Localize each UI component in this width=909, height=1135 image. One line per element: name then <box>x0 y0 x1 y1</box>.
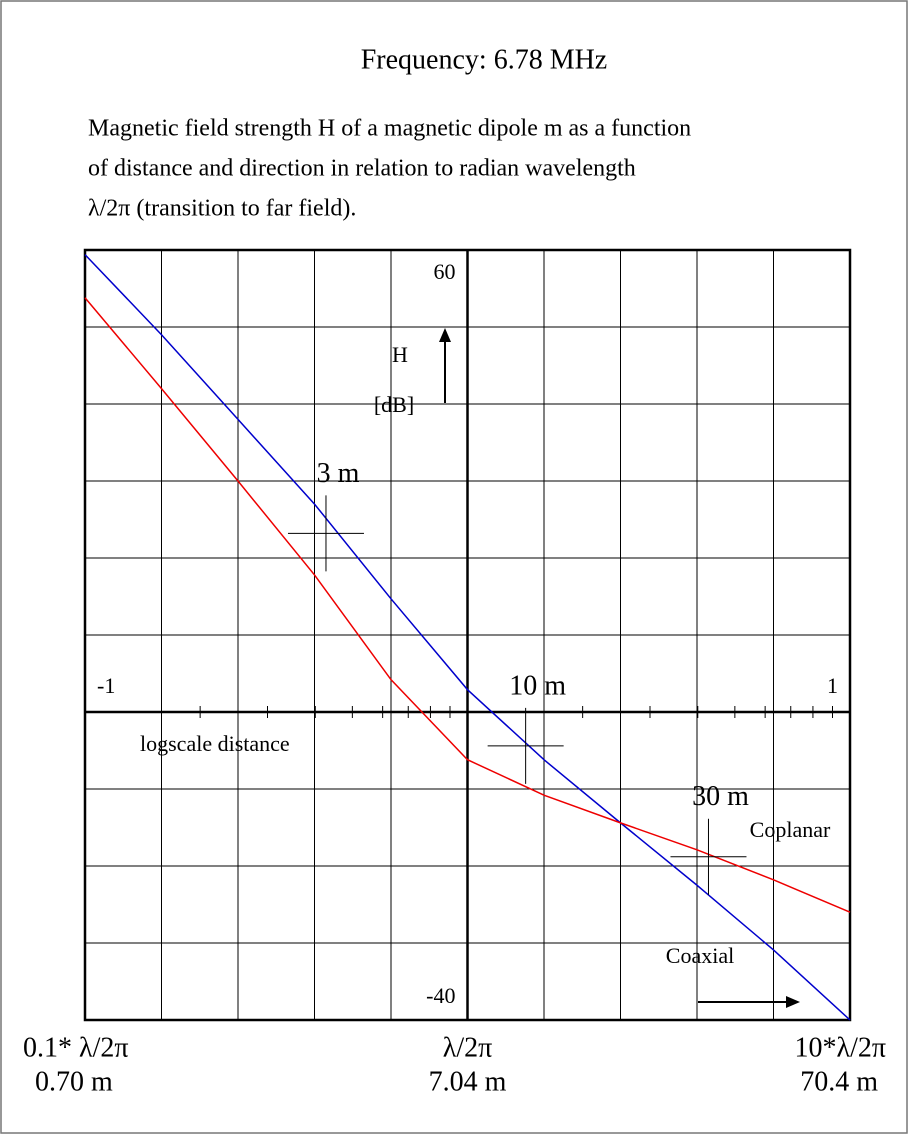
distance-label: λ/2π <box>443 1032 493 1063</box>
y-tick-label: 60 <box>434 259 456 284</box>
plot-border <box>83 248 852 1022</box>
y-unit: [dB] <box>374 392 414 417</box>
y-arrow-head <box>439 328 451 342</box>
distance-meters: 0.70 m <box>35 1066 113 1097</box>
distance-meters: 70.4 m <box>800 1066 878 1097</box>
subtitle-line: λ/2π (transition to far field). <box>88 196 356 222</box>
marker-label: 3 m <box>317 458 360 489</box>
x-tick-label: 1 <box>827 673 838 698</box>
series-line <box>84 297 851 913</box>
series-label: Coplanar <box>750 817 831 842</box>
chart-title: Frequency: 6.78 MHz <box>361 44 608 75</box>
y-tick-label: -40 <box>426 983 455 1008</box>
x-tick-label: -1 <box>97 673 115 698</box>
distance-label: 0.1* λ/2π <box>23 1032 129 1063</box>
marker-label: 10 m <box>509 670 566 701</box>
series-label: Coaxial <box>666 943 734 968</box>
x-arrow-head <box>786 996 800 1008</box>
subtitle-line: of distance and direction in relation to… <box>88 156 636 182</box>
marker-label: 30 m <box>692 781 749 812</box>
plot: -1 1 -40 60 H [dB] logscale distance Coaxial Cop… <box>83 248 852 1022</box>
x-label: logscale distance <box>140 731 290 756</box>
distance-meters: 7.04 m <box>429 1066 507 1097</box>
subtitle-line: Magnetic field strength H of a magnetic … <box>88 116 691 142</box>
y-label: H <box>392 342 408 367</box>
distance-label: 10*λ/2π <box>795 1032 887 1063</box>
series-line <box>84 254 851 1021</box>
